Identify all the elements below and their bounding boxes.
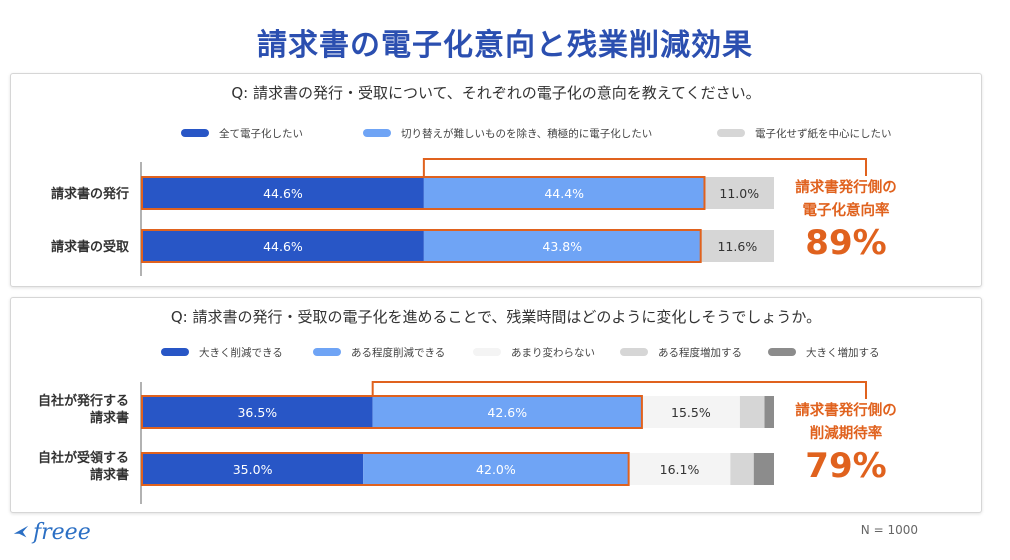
callout-line1: 請求書発行側の	[795, 178, 897, 196]
data-label: 42.0%	[476, 462, 516, 477]
legend-label: 大きく増加する	[806, 346, 880, 359]
bar-segment	[142, 396, 373, 428]
bar-segment	[363, 453, 629, 485]
data-label: 42.6%	[487, 405, 527, 420]
category-label: 自社が受領する請求書	[38, 450, 129, 483]
legend-swatch	[717, 129, 745, 137]
category-label: 請求書の発行	[51, 186, 129, 202]
highlight-outline	[141, 229, 702, 263]
sample-size-note: N = 1000	[860, 523, 918, 537]
data-label: 44.4%	[544, 186, 584, 201]
bar-segment	[142, 177, 424, 209]
data-label: 44.6%	[263, 239, 303, 254]
data-label: 43.8%	[542, 239, 582, 254]
bar-segment	[423, 230, 701, 262]
legend-label: 大きく削減できる	[199, 346, 283, 359]
legend-item: 切り替えが難しいものを除き、積極的に電子化したい	[363, 127, 652, 140]
legend-label: 電子化せず紙を中心にしたい	[755, 127, 892, 140]
bar-segment	[372, 396, 642, 428]
legend-label: 切り替えが難しいものを除き、積極的に電子化したい	[401, 127, 652, 140]
logo-text: freee	[33, 520, 91, 545]
legend-item: ある程度削減できる	[313, 346, 445, 359]
intent-chart-panel: Q: 請求書の発行・受取について、それぞれの電子化の意向を教えてください。全て電…	[10, 73, 982, 287]
highlight-outline	[141, 395, 643, 429]
callout-bracket	[422, 158, 867, 177]
legend-label: ある程度増加する	[658, 346, 742, 359]
legend-label: 全て電子化したい	[219, 127, 303, 140]
legend-swatch	[313, 348, 341, 356]
bar-segment	[764, 396, 774, 428]
bar-segment	[704, 177, 774, 209]
bar-segment	[142, 230, 424, 262]
data-label: 44.6%	[263, 186, 303, 201]
bar-segment	[739, 396, 765, 428]
legend-item: 大きく削減できる	[161, 346, 283, 359]
legend-label: あまり変わらない	[511, 346, 595, 359]
question-title: Q: 請求書の発行・受取の電子化を進めることで、残業時間はどのように変化しそうで…	[171, 308, 821, 326]
data-label: 11.6%	[717, 239, 757, 254]
legend-item: あまり変わらない	[473, 346, 595, 359]
bar-segment	[700, 230, 774, 262]
data-label: 16.1%	[660, 462, 700, 477]
callout-value: 89%	[805, 223, 886, 263]
overtime-chart: Q: 請求書の発行・受取の電子化を進めることで、残業時間はどのように変化しそうで…	[38, 308, 897, 504]
legend-item: 電子化せず紙を中心にしたい	[717, 127, 892, 140]
legend-swatch	[768, 348, 796, 356]
data-label: 15.5%	[671, 405, 711, 420]
callout-value: 79%	[805, 446, 886, 486]
callout-line2: 削減期待率	[810, 424, 883, 442]
legend-item: 大きく増加する	[768, 346, 880, 359]
data-label: 11.0%	[719, 186, 759, 201]
category-label: 請求書の受取	[51, 239, 130, 255]
highlight-outline	[141, 452, 630, 486]
bar-segment	[641, 396, 740, 428]
callout-bracket	[371, 381, 867, 399]
legend-swatch	[473, 348, 501, 356]
page-title: 請求書の電子化意向と残業削減効果	[257, 28, 753, 63]
legend-swatch	[181, 129, 209, 137]
legend-item: 全て電子化したい	[181, 127, 303, 140]
bar-segment	[423, 177, 705, 209]
callout-line1: 請求書発行側の	[795, 401, 897, 419]
data-label: 36.5%	[237, 405, 277, 420]
callout-line2: 電子化意向率	[803, 201, 890, 219]
legend-swatch	[363, 129, 391, 137]
bar-segment	[142, 453, 364, 485]
legend-item: ある程度増加する	[620, 346, 742, 359]
bar-segment	[753, 453, 774, 485]
bar-segment	[730, 453, 754, 485]
bar-segment	[628, 453, 731, 485]
legend-swatch	[161, 348, 189, 356]
legend-label: ある程度削減できる	[351, 346, 445, 359]
freee-logo: freee	[12, 520, 91, 545]
question-title: Q: 請求書の発行・受取について、それぞれの電子化の意向を教えてください。	[231, 84, 760, 102]
data-label: 35.0%	[233, 462, 273, 477]
legend-swatch	[620, 348, 648, 356]
intent-chart: Q: 請求書の発行・受取について、それぞれの電子化の意向を教えてください。全て電…	[51, 84, 897, 276]
overtime-chart-panel: Q: 請求書の発行・受取の電子化を進めることで、残業時間はどのように変化しそうで…	[10, 297, 982, 513]
bird-icon	[13, 525, 29, 538]
category-label: 自社が発行する請求書	[38, 393, 129, 426]
